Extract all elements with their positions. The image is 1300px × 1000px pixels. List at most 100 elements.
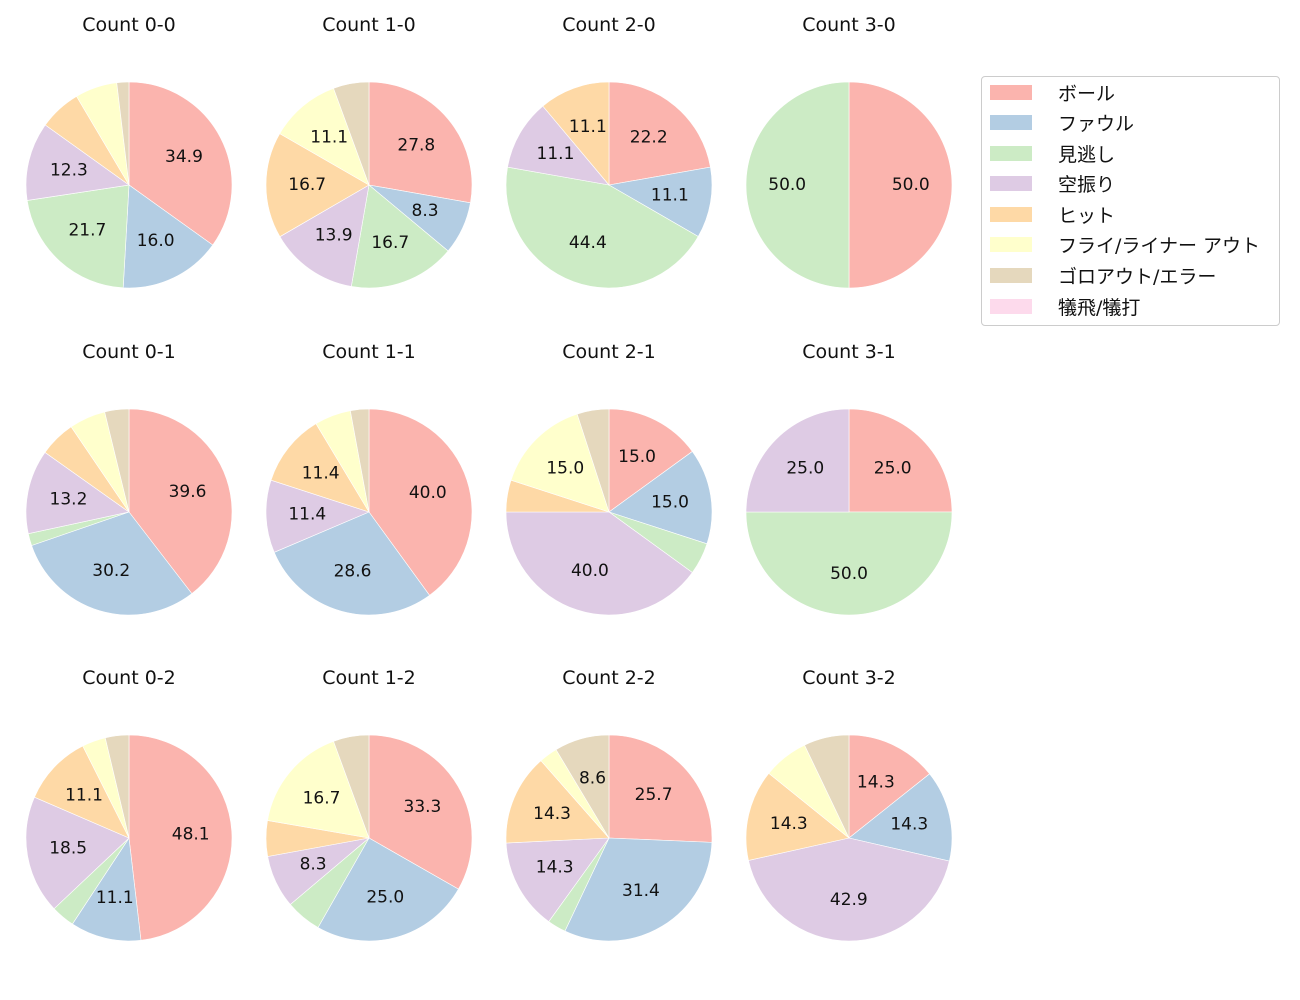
slice-label: 13.2 (50, 490, 88, 510)
slice-label: 25.0 (874, 458, 912, 478)
pie-svg: 50.0 50.0 (745, 81, 953, 289)
pie-slice (848, 773, 953, 862)
slice-label: 11.1 (96, 888, 134, 908)
pie-slice (745, 81, 850, 289)
pie-slice (505, 760, 610, 844)
slice-label: 50.0 (830, 564, 868, 584)
pie-slice (333, 81, 370, 186)
pie-slice (279, 184, 370, 287)
slice-label: 22.2 (630, 128, 668, 148)
pie-slice (505, 837, 610, 922)
slice-label: 27.8 (397, 135, 435, 155)
slice-label: 14.3 (890, 814, 928, 834)
slice-label: 13.9 (315, 226, 353, 246)
pie-title: Count 1-2 (322, 667, 416, 689)
pie-slice (350, 184, 449, 289)
pie-svg: 15.0 15.0 40.0 15.0 (505, 408, 713, 616)
pie-slice (608, 451, 713, 545)
legend-item-hit: ヒット (990, 202, 1115, 227)
pie-slice (748, 837, 950, 942)
legend-item-grounder-out-error: ゴロアウト/エラー (990, 263, 1216, 288)
pie-title: Count 1-0 (322, 14, 416, 36)
slice-label: 42.9 (830, 890, 868, 910)
pie-chart: 39.6 30.2 13.2 Count 0-1 (9, 327, 249, 627)
slice-label: 11.1 (65, 786, 103, 806)
pie-slice (333, 734, 370, 839)
pie-slice (564, 837, 713, 942)
pie-slice (265, 133, 370, 238)
pie-chart: 25.7 31.4 14.3 14.3 8.6 Count 2-2 (489, 653, 729, 953)
pie-title: Count 2-0 (562, 14, 656, 36)
slice-label: 25.0 (786, 458, 824, 478)
pie-chart: 27.8 8.3 16.7 13.9 16.7 11.1 Count 1-0 (249, 0, 489, 300)
pie-slice (505, 511, 693, 616)
pie-svg: 48.1 11.1 18.5 11.1 (25, 734, 233, 942)
pie-slice (25, 796, 130, 910)
legend-swatch (990, 145, 1032, 161)
legend-item-foul: ファウル (990, 110, 1135, 135)
pie-title: Count 0-0 (82, 14, 176, 36)
legend-item-fly-liner-out: フライ/ライナー アウト (990, 232, 1261, 257)
pie-slice (848, 734, 931, 839)
slice-label: 14.3 (536, 857, 574, 877)
slice-label: 34.9 (165, 147, 203, 167)
pie-slice (128, 734, 233, 941)
pie-svg: 25.7 31.4 14.3 14.3 8.6 (505, 734, 713, 942)
pie-slice (116, 81, 130, 186)
legend-swatch (990, 206, 1032, 222)
slice-label: 15.0 (651, 492, 689, 512)
slice-label: 11.4 (288, 505, 326, 525)
slice-label: 31.4 (622, 881, 660, 901)
pie-title: Count 1-1 (322, 341, 416, 363)
slice-label: 11.4 (302, 464, 340, 484)
pie-chart: 48.1 11.1 18.5 11.1 Count 0-2 (9, 653, 249, 953)
legend-label: ファウル (1058, 112, 1135, 135)
slice-label: 25.7 (635, 785, 673, 805)
legend-item-swinging-strike: 空振り (990, 171, 1115, 196)
pie-svg: 14.3 14.3 42.9 14.3 (745, 734, 953, 942)
pie-chart: 25.0 50.0 25.0 Count 3-1 (729, 327, 969, 627)
pie-svg: 27.88.316.713.916.711.1 (265, 81, 473, 289)
legend: ボール ファウル 見逃し 空振り ヒット フライ/ライナー アウト ゴロアウト/… (981, 76, 1280, 326)
pie-slice (745, 408, 850, 513)
pie-slice (317, 837, 459, 942)
pie-title: Count 3-2 (802, 667, 896, 689)
slice-label: 11.1 (310, 128, 348, 148)
pie-slice (745, 772, 850, 861)
pie-chart: 50.0 50.0 Count 3-0 (729, 0, 969, 300)
slice-label: 16.7 (303, 788, 341, 808)
slice-label: 16.7 (288, 175, 326, 195)
pie-slice (267, 740, 370, 839)
pie-chart: 14.3 14.3 42.9 14.3 Count 3-2 (729, 653, 969, 953)
pie-slice (507, 105, 610, 186)
slice-label: 8.6 (579, 768, 606, 788)
pie-title: Count 3-1 (802, 341, 896, 363)
pie-slice (368, 734, 473, 890)
slice-label: 15.0 (546, 458, 584, 478)
slice-label: 11.1 (569, 117, 607, 137)
pie-slice (349, 408, 370, 513)
slice-label: 50.0 (892, 175, 930, 195)
pie-slice (71, 837, 142, 942)
legend-swatch (990, 298, 1032, 314)
pie-title: Count 2-1 (562, 341, 656, 363)
pie-slice (368, 408, 473, 596)
slice-label: 14.3 (857, 772, 895, 792)
legend-label: フライ/ライナー アウト (1058, 234, 1261, 257)
legend-label: 見逃し (1058, 143, 1116, 166)
pie-svg: 39.6 30.2 13.2 (25, 408, 233, 616)
slice-label: 14.3 (533, 804, 571, 824)
pie-svg: 33.3 25.0 8.3 16.7 (265, 734, 473, 942)
pie-title: Count 3-0 (802, 14, 896, 36)
pie-slice (104, 408, 130, 513)
pie-slice (128, 408, 233, 595)
pie-slice (848, 81, 953, 289)
slice-label: 11.1 (537, 144, 575, 164)
pie-slice (34, 745, 130, 839)
pie-chart: 40.0 28.6 11.4 11.4 Count 1-1 (249, 327, 489, 627)
slice-label: 12.3 (50, 161, 88, 181)
legend-swatch (990, 236, 1032, 252)
pie-svg: 34.9 16.0 21.7 12.3 (25, 81, 233, 289)
pie-slice (104, 734, 130, 839)
pie-slice (510, 413, 610, 513)
